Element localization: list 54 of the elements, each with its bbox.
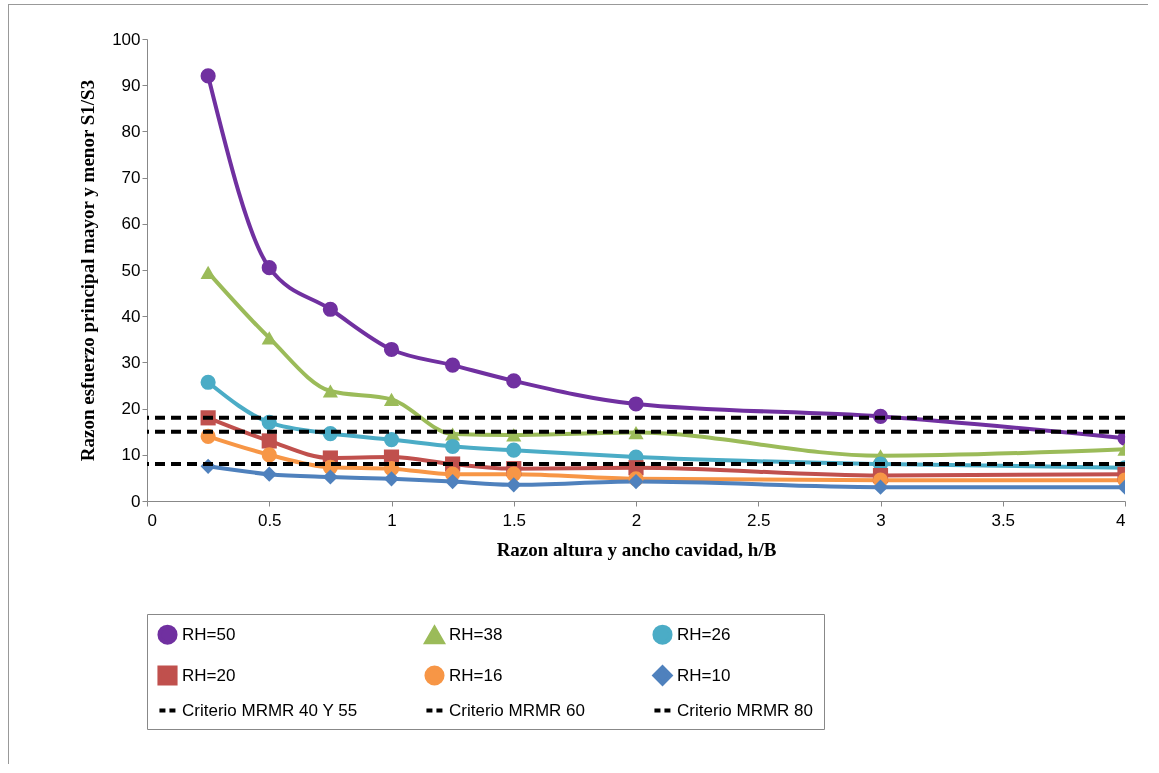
point (322, 301, 338, 317)
point (445, 474, 461, 490)
y-tick-label: 80 (121, 121, 141, 141)
point (445, 438, 461, 455)
x-tick-label: 4 (1116, 510, 1126, 530)
point (200, 68, 216, 84)
x-tick-label: 2 (631, 510, 642, 530)
legend-label: Criterio MRMR 40 Y 55 (182, 700, 358, 720)
point (261, 331, 277, 345)
x-tick-label: 2.5 (746, 510, 771, 530)
legend-label: RH=10 (677, 665, 731, 685)
point (322, 469, 338, 485)
point (383, 431, 400, 448)
y-tick-label: 100 (112, 29, 141, 49)
y-tick-label: 60 (121, 214, 141, 234)
legend-label: Criterio MRMR 80 (677, 700, 814, 720)
legend-label: RH=20 (182, 665, 236, 685)
y-tick-label: 40 (121, 306, 141, 326)
y-tick-label: 30 (121, 352, 141, 372)
legend-label: RH=16 (449, 665, 503, 685)
y-tick-label: 0 (131, 491, 141, 511)
legend-label: Criterio MRMR 60 (449, 700, 586, 720)
legend-label: RH=26 (677, 624, 731, 644)
point (506, 477, 522, 493)
legend-label: RH=50 (182, 624, 236, 644)
point (261, 260, 277, 276)
point (261, 466, 277, 482)
x-tick-label: 1 (387, 510, 397, 530)
x-tick-label: 3 (876, 510, 886, 530)
point (383, 341, 400, 358)
x-axis-title: Razon altura y ancho cavidad, h/B (496, 538, 777, 560)
point (383, 471, 400, 487)
point (261, 447, 277, 463)
point (445, 357, 461, 373)
point (628, 396, 644, 412)
x-tick-label: 3.5 (991, 510, 1016, 530)
point (200, 374, 216, 390)
point (383, 392, 400, 406)
point (506, 442, 522, 458)
y-axis-title: Razon esfuerzo principal mayor y menor S1/S3 (77, 79, 99, 462)
y-tick-label: 10 (121, 445, 141, 465)
y-tick-label: 50 (121, 260, 141, 280)
x-tick-label: 1.5 (502, 510, 527, 530)
point (322, 384, 338, 398)
y-tick-label: 20 (121, 399, 141, 419)
point (506, 373, 522, 389)
point (872, 479, 889, 495)
x-tick-label: 0 (147, 510, 157, 530)
y-tick-label: 90 (121, 75, 141, 95)
point (200, 265, 216, 279)
legend-label: RH=38 (449, 625, 503, 645)
y-tick-label: 70 (121, 168, 141, 188)
point (261, 433, 277, 449)
x-tick-label: 0.5 (257, 510, 282, 530)
